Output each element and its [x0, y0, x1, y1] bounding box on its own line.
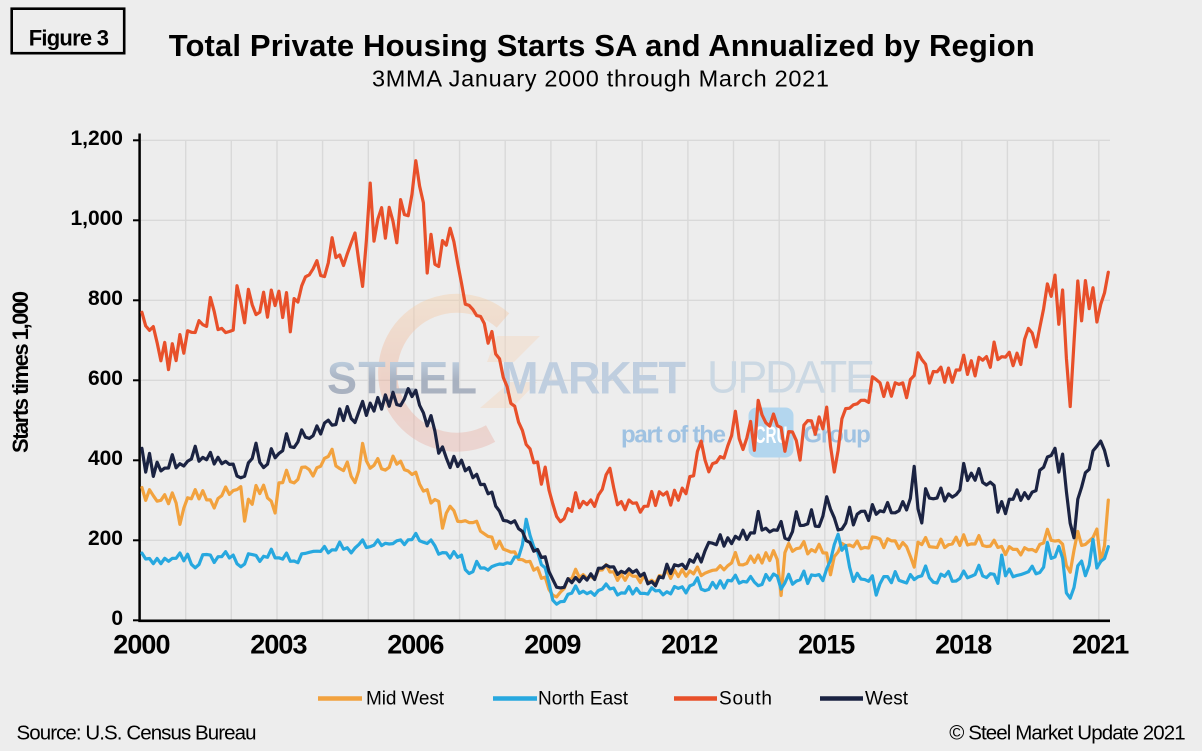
svg-text:1,200: 1,200 [70, 127, 123, 150]
svg-text:South: South [719, 689, 772, 710]
svg-text:3MMA January 2000 through Marc: 3MMA January 2000 through March 2021 [372, 66, 829, 92]
svg-text:600: 600 [88, 367, 123, 390]
svg-text:0: 0 [111, 607, 123, 630]
svg-text:UPDATE: UPDATE [707, 352, 875, 403]
svg-text:2009: 2009 [524, 630, 581, 660]
svg-text:© Steel Market Update 2021: © Steel Market Update 2021 [949, 722, 1185, 745]
svg-text:Starts times 1,000: Starts times 1,000 [8, 291, 33, 453]
svg-text:1,000: 1,000 [70, 207, 123, 230]
svg-text:STEEL: STEEL [327, 353, 477, 404]
svg-text:2003: 2003 [250, 630, 307, 660]
svg-text:MARKET: MARKET [501, 353, 686, 404]
svg-text:2000: 2000 [113, 630, 170, 660]
svg-text:800: 800 [88, 287, 123, 310]
svg-text:2018: 2018 [935, 630, 992, 660]
svg-text:400: 400 [88, 447, 123, 470]
svg-text:2006: 2006 [387, 630, 444, 660]
svg-text:part of the: part of the [621, 421, 726, 448]
svg-text:West: West [865, 689, 909, 710]
svg-text:Mid West: Mid West [366, 689, 445, 710]
svg-text:Figure 3: Figure 3 [29, 25, 109, 50]
svg-text:2015: 2015 [798, 630, 855, 660]
svg-text:2012: 2012 [661, 630, 718, 660]
svg-text:Total Private Housing Starts S: Total Private Housing Starts SA and Annu… [169, 28, 1035, 63]
svg-text:North East: North East [538, 689, 629, 710]
svg-text:200: 200 [88, 527, 123, 550]
svg-text:2021: 2021 [1072, 630, 1129, 660]
svg-text:Source: U.S. Census Bureau: Source: U.S. Census Bureau [17, 722, 257, 745]
